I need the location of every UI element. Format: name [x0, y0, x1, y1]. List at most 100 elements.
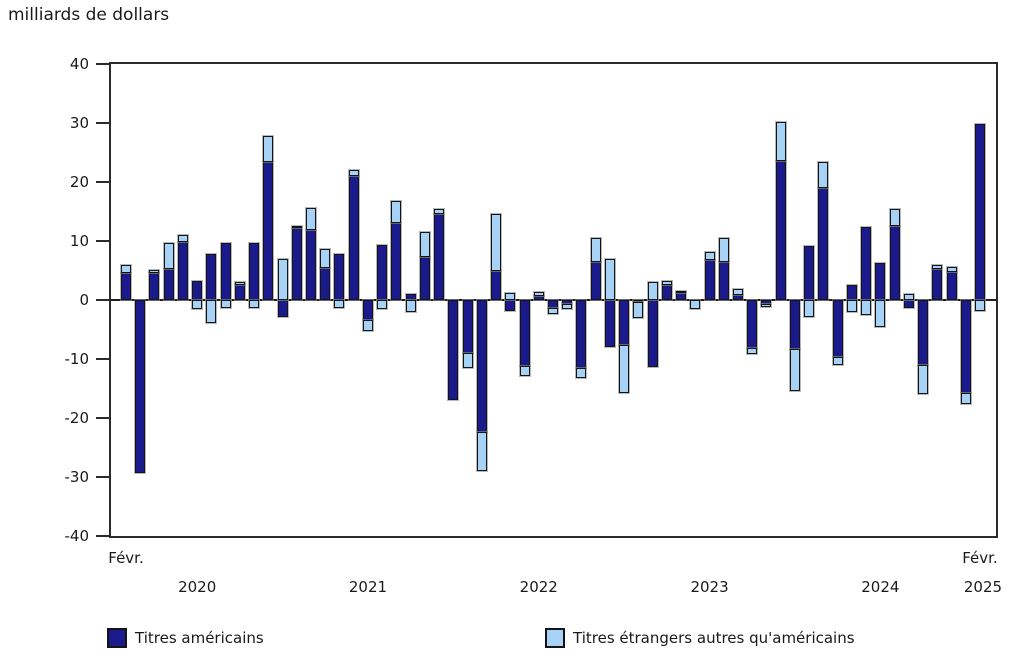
bar-titres-americains [647, 300, 658, 368]
bar-titres-etrangers [974, 300, 985, 312]
y-axis-tick [96, 240, 109, 242]
y-axis-label: 0 [79, 291, 89, 309]
x-label-year-2020: 2020 [178, 578, 217, 596]
bar-titres-americains [918, 300, 929, 365]
x-label-month-first: Févr. [108, 549, 144, 567]
bar-titres-americains [263, 161, 274, 300]
bar-titres-etrangers [121, 264, 131, 273]
bar-titres-etrangers [604, 258, 615, 300]
x-label-year-2024: 2024 [861, 578, 900, 596]
bar-titres-etrangers [491, 213, 502, 272]
y-axis-tick [96, 299, 109, 301]
bar-titres-etrangers [547, 308, 558, 315]
y-axis-label: 20 [69, 173, 89, 191]
bar-titres-americains [206, 253, 217, 300]
bar-titres-etrangers [590, 238, 601, 262]
bar-titres-americains [334, 253, 345, 300]
bar-titres-americains [547, 300, 558, 309]
bar-titres-etrangers [775, 121, 786, 161]
bar-titres-etrangers [533, 292, 544, 296]
bar-titres-americains [476, 300, 487, 432]
bar-titres-etrangers [861, 300, 872, 315]
bar-titres-americains [804, 246, 815, 300]
bar-titres-etrangers [177, 234, 188, 243]
legend-item-titres-etrangers: Titres étrangers autres qu'américains [545, 628, 855, 648]
y-axis-tick [96, 417, 109, 419]
bar-titres-etrangers [647, 282, 658, 300]
bar-titres-etrangers [960, 392, 971, 405]
bar-titres-etrangers [661, 281, 672, 285]
y-axis-tick [96, 358, 109, 360]
bar-titres-etrangers [846, 300, 857, 313]
y-axis-label: -20 [64, 409, 90, 427]
y-axis-label: -40 [64, 527, 90, 545]
bar-titres-etrangers [619, 344, 630, 393]
legend-label-titres-americains: Titres américains [135, 629, 264, 647]
bar-titres-americains [135, 300, 146, 473]
x-label-year-2025: 2025 [963, 578, 1003, 596]
bar-titres-americains [590, 261, 601, 300]
bar-titres-etrangers [192, 300, 203, 310]
legend-swatch-titres-americains [107, 628, 127, 648]
bar-titres-americains [846, 285, 857, 300]
y-axis-label: 10 [69, 232, 89, 250]
bar-titres-americains [405, 294, 416, 300]
bar-titres-americains [619, 300, 630, 345]
bar-titres-americains [448, 300, 459, 400]
bar-titres-etrangers [505, 292, 516, 300]
bar-titres-americains [519, 300, 530, 367]
chart-title: milliards de dollars [8, 5, 170, 25]
y-axis-tick [96, 122, 109, 124]
bar-titres-americains [462, 300, 473, 354]
bar-titres-americains [861, 226, 872, 300]
bar-titres-etrangers [476, 431, 487, 471]
bar-titres-americains [604, 300, 615, 348]
bar-titres-etrangers [391, 201, 402, 223]
bar-titres-americains [818, 188, 829, 300]
bar-titres-americains [832, 300, 843, 357]
bar-titres-etrangers [163, 242, 174, 270]
bar-titres-etrangers [718, 238, 729, 262]
bar-titres-americains [974, 124, 985, 300]
bar-titres-americains [761, 300, 772, 304]
bar-titres-americains [320, 267, 331, 300]
bar-titres-americains [121, 272, 131, 300]
bar-titres-americains [377, 245, 388, 300]
bar-titres-americains [960, 300, 971, 393]
y-axis-label: -10 [64, 350, 90, 368]
bar-titres-americains [391, 222, 402, 300]
bar-titres-americains [676, 292, 687, 300]
bar-titres-americains [946, 271, 957, 300]
bar-titres-americains [291, 228, 302, 300]
bar-titres-americains [177, 242, 188, 300]
x-label-year-2021: 2021 [348, 578, 388, 596]
bar-titres-etrangers [377, 300, 388, 309]
legend-label-titres-etrangers: Titres étrangers autres qu'américains [573, 629, 855, 647]
bar-titres-etrangers [818, 161, 829, 189]
bar-titres-etrangers [690, 300, 701, 310]
bar-titres-etrangers [761, 303, 772, 308]
bar-titres-etrangers [462, 353, 473, 368]
bar-titres-etrangers [946, 266, 957, 272]
bar-titres-americains [234, 285, 245, 300]
bar-titres-americains [704, 259, 715, 300]
bar-titres-etrangers [149, 269, 160, 273]
bar-titres-etrangers [348, 169, 359, 176]
bar-titres-americains [306, 230, 317, 300]
bar-titres-americains [875, 262, 886, 300]
bar-titres-etrangers [747, 348, 758, 354]
bar-titres-etrangers [306, 207, 317, 231]
bar-titres-americains [491, 271, 502, 300]
y-axis-tick [96, 181, 109, 183]
bar-titres-americains [277, 300, 288, 317]
legend: Titres américains Titres étrangers autre… [0, 628, 1030, 652]
bar-titres-etrangers [733, 289, 744, 296]
bar-titres-americains [348, 175, 359, 300]
bar-titres-etrangers [405, 300, 416, 312]
bar-titres-etrangers [789, 348, 800, 392]
y-axis-label: -30 [64, 468, 90, 486]
bar-titres-etrangers [434, 208, 445, 214]
bar-titres-americains [775, 160, 786, 300]
bar-titres-etrangers [263, 135, 274, 162]
